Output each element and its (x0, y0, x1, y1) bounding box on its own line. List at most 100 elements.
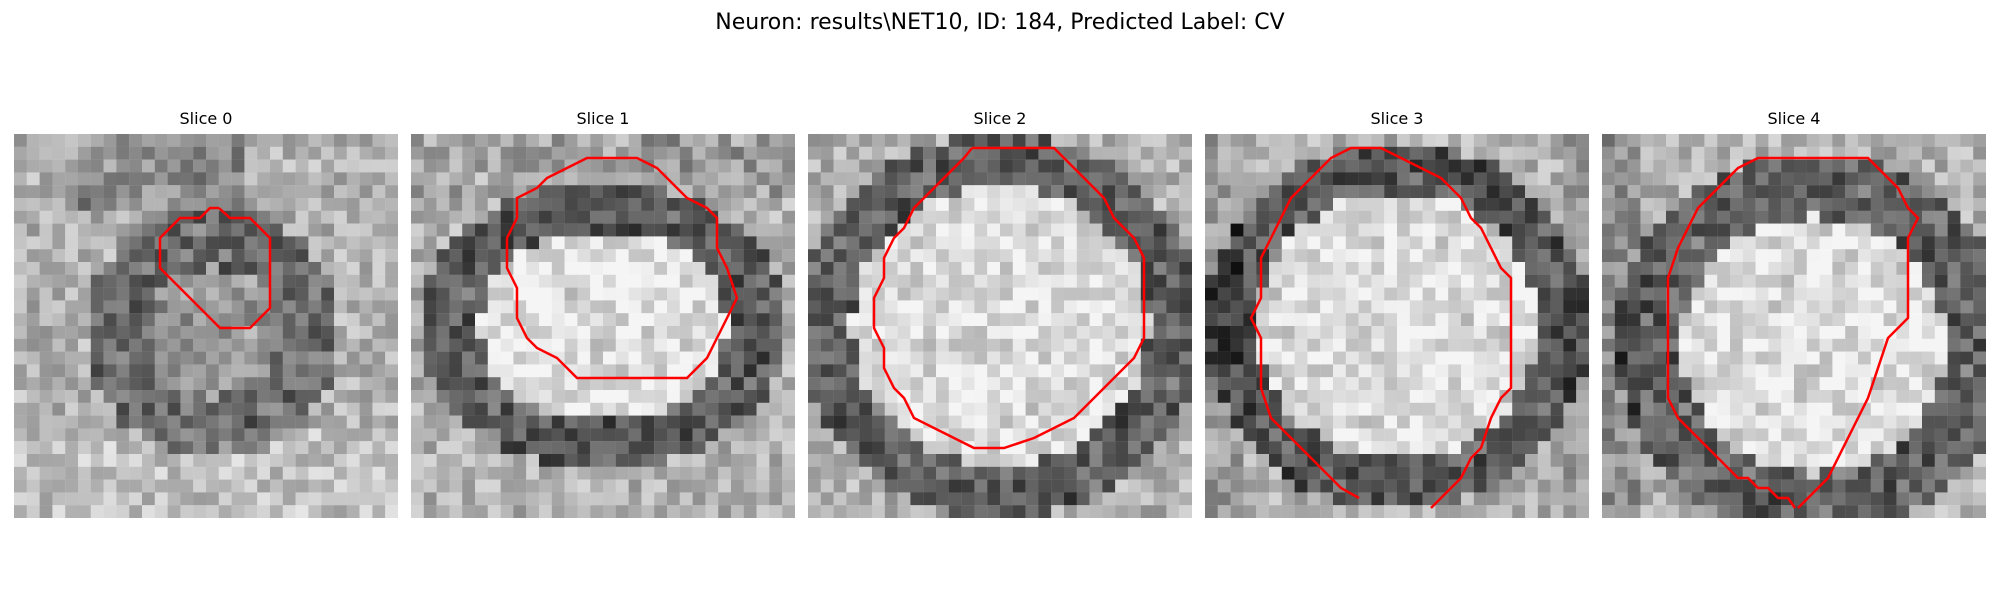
image-pixel (1922, 390, 1935, 403)
image-pixel (346, 249, 360, 263)
image-pixel (1576, 287, 1589, 301)
image-pixel (39, 300, 53, 314)
image-pixel (718, 300, 732, 314)
image-pixel (590, 441, 604, 455)
image-pixel (487, 172, 501, 186)
image-pixel (500, 377, 514, 391)
image-pixel (910, 505, 924, 518)
image-pixel (1333, 249, 1346, 263)
image-pixel (321, 210, 335, 224)
image-pixel (1217, 415, 1231, 429)
image-pixel (14, 505, 27, 518)
image-pixel (1243, 415, 1257, 429)
image-pixel (756, 236, 770, 250)
image-pixel (1320, 159, 1334, 173)
image-pixel (1064, 198, 1077, 211)
image-pixel (154, 274, 168, 288)
image-pixel (1025, 185, 1039, 199)
image-pixel (231, 505, 245, 518)
image-pixel (1845, 441, 1859, 455)
image-pixel (1128, 210, 1141, 224)
image-pixel (1486, 454, 1500, 467)
image-pixel (1730, 274, 1743, 288)
image-pixel (1345, 441, 1359, 455)
image-pixel (78, 313, 91, 327)
image-pixel (1448, 313, 1462, 327)
image-pixel (1717, 351, 1731, 365)
image-pixel (308, 262, 322, 275)
image-pixel (539, 146, 552, 160)
image-pixel (1858, 377, 1871, 391)
image-pixel (846, 300, 860, 314)
image-pixel (936, 351, 949, 365)
image-pixel (436, 390, 450, 403)
image-pixel (359, 466, 373, 480)
image-pixel (359, 505, 373, 518)
image-pixel (718, 505, 732, 518)
image-pixel (1742, 505, 1756, 518)
image-pixel (1179, 185, 1192, 199)
image-pixel (308, 377, 322, 391)
image-pixel (218, 492, 232, 506)
image-pixel (705, 466, 719, 480)
image-pixel (462, 146, 476, 160)
image-pixel (1640, 262, 1654, 275)
image-pixel (833, 364, 847, 378)
image-pixel (539, 364, 552, 378)
image-pixel (692, 287, 706, 301)
image-pixel (1422, 377, 1436, 391)
image-pixel (1563, 351, 1577, 365)
image-pixel (308, 287, 322, 301)
image-pixel (1140, 159, 1154, 173)
image-pixel (449, 402, 463, 416)
image-pixel (1038, 351, 1052, 365)
image-pixel (641, 223, 655, 237)
image-pixel (1768, 492, 1782, 506)
image-pixel (1012, 492, 1026, 506)
image-pixel (449, 313, 463, 327)
image-pixel (577, 274, 591, 288)
image-pixel (948, 172, 962, 186)
image-pixel (564, 210, 578, 224)
image-pixel (1230, 146, 1244, 160)
image-pixel (295, 377, 309, 391)
image-pixel (539, 492, 552, 506)
image-pixel (654, 454, 668, 467)
image-pixel (1397, 364, 1410, 378)
image-pixel (743, 390, 757, 403)
image-pixel (500, 210, 514, 224)
image-pixel (1499, 274, 1513, 288)
image-pixel (78, 377, 91, 391)
image-pixel (654, 415, 668, 429)
image-pixel (923, 236, 937, 250)
image-pixel (1909, 479, 1923, 493)
image-pixel (1217, 454, 1231, 467)
image-pixel (142, 364, 155, 378)
image-pixel (1371, 159, 1385, 173)
image-pixel (1473, 402, 1487, 416)
image-pixel (1845, 134, 1859, 147)
image-pixel (26, 351, 40, 365)
image-pixel (487, 300, 501, 314)
image-pixel (142, 351, 155, 365)
image-pixel (590, 364, 604, 378)
image-pixel (1563, 172, 1577, 186)
image-pixel (103, 198, 117, 211)
image-pixel (1140, 479, 1154, 493)
image-pixel (1627, 172, 1641, 186)
image-pixel (1333, 466, 1346, 480)
image-pixel (769, 185, 783, 199)
image-pixel (743, 441, 757, 455)
image-pixel (1358, 402, 1372, 416)
image-pixel (1076, 262, 1090, 275)
image-pixel (961, 236, 975, 250)
image-pixel (1870, 300, 1884, 314)
image-pixel (526, 134, 540, 147)
image-pixel (1000, 377, 1013, 391)
image-pixel (756, 428, 770, 442)
image-pixel (193, 198, 207, 211)
image-pixel (1038, 287, 1052, 301)
image-pixel (52, 402, 66, 416)
image-pixel (1717, 505, 1731, 518)
image-pixel (1525, 300, 1538, 314)
